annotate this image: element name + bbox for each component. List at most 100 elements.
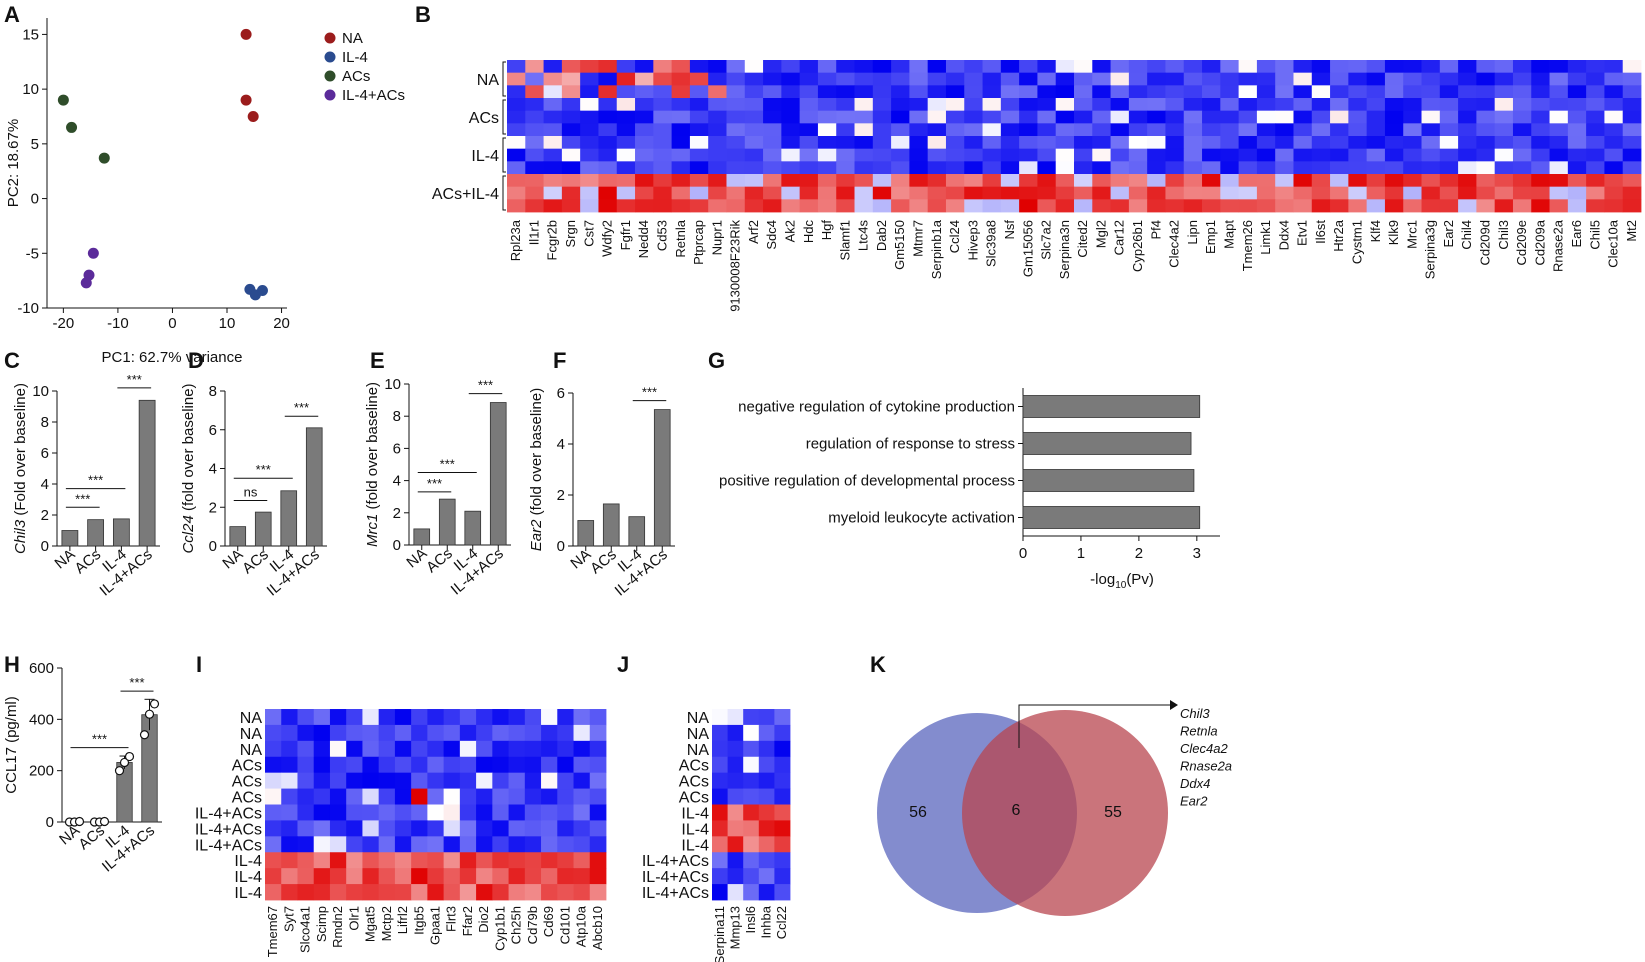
heatmap-cell [1439, 136, 1459, 150]
heatmap-cell [1549, 110, 1569, 124]
heatmap-cell [507, 110, 526, 124]
heatmap-cell [580, 148, 599, 162]
row-label: NA [687, 710, 710, 727]
heatmap-cell [1330, 123, 1349, 137]
gene-label: Atp10a [574, 905, 589, 947]
heatmap-cell [1531, 60, 1550, 74]
heatmap-cell [799, 199, 819, 213]
gene-label: Nupr1 [709, 220, 724, 255]
y-axis-unit: (fold over baseline) [528, 388, 545, 520]
heatmap-cell [927, 123, 947, 137]
heatmap-cell [964, 72, 983, 86]
heatmap-cell [1384, 85, 1404, 99]
y-tick-label: 6 [393, 440, 401, 457]
heatmap-cell [313, 884, 331, 901]
heatmap-cell [616, 186, 636, 200]
gene-label: Fgfr1 [618, 220, 633, 250]
y-tick-label: 8 [209, 383, 217, 400]
heatmap-cell [927, 148, 947, 162]
heatmap-cell [1055, 148, 1075, 162]
heatmap-cell [561, 148, 581, 162]
heatmap-cell [1238, 72, 1258, 86]
panel-label-h: H [4, 652, 20, 677]
heatmap-j-panel: NANANAACsACsACsIL-4IL-4IL-4IL-4+ACsIL-4+… [642, 709, 791, 962]
heatmap-cell [744, 148, 764, 162]
heatmap-cell [411, 852, 428, 869]
heatmap-cell [1439, 174, 1459, 188]
heatmap-cell [1549, 199, 1569, 213]
heatmap-cell [727, 724, 744, 742]
heatmap-cell [712, 724, 728, 742]
heatmap-cell [1165, 98, 1185, 112]
heatmap-cell [727, 852, 744, 869]
heatmap-cell [964, 60, 983, 74]
heatmap-cell [1092, 148, 1111, 162]
heatmap-cell [1037, 72, 1057, 86]
heatmap-cell [543, 148, 563, 162]
heatmap-cell [580, 136, 599, 150]
y-tick-label: 4 [209, 461, 217, 478]
heatmap-cell [836, 148, 855, 162]
heatmap-cell [982, 174, 1002, 188]
heatmap-cell [743, 884, 760, 901]
gene-label: Cd209e [1514, 220, 1529, 266]
row-label: IL-4 [234, 853, 262, 870]
heatmap-cell [329, 836, 347, 853]
y-axis-gene: Ear2 [528, 519, 545, 551]
heatmap-cell [1019, 60, 1038, 74]
panel-label-c: C [4, 348, 20, 373]
heatmap-cell [1019, 161, 1038, 175]
heatmap-cell [1330, 148, 1349, 162]
heatmap-cell [872, 110, 892, 124]
heatmap-cell [281, 709, 298, 726]
gene-label: Mrc1 [1404, 220, 1419, 249]
heatmap-cell [1586, 98, 1605, 112]
heatmap-cell [1147, 123, 1166, 137]
heatmap-cell [743, 772, 760, 789]
heatmap-cell [1128, 72, 1148, 86]
heatmap-cell [507, 199, 526, 213]
overlap-gene-label: Ddx4 [1180, 776, 1210, 791]
significance-label: *** [75, 491, 90, 506]
heatmap-cell [1311, 123, 1331, 137]
row-label: NA [240, 742, 263, 759]
heatmap-cell [1238, 199, 1258, 213]
heatmap-cell [541, 804, 558, 821]
heatmap-cell [508, 740, 526, 758]
heatmap-cell [743, 709, 760, 726]
heatmap-cell [378, 852, 396, 869]
venn-callout-arrow [1170, 700, 1178, 710]
heatmap-cell [635, 199, 654, 213]
overlap-gene-label: Rnase2a [1180, 759, 1232, 774]
significance-label: *** [129, 675, 144, 690]
heatmap-cell [1000, 98, 1020, 112]
heatmap-cell [1494, 123, 1514, 137]
y-tick-label: 2 [557, 487, 565, 504]
heatmap-cell [1055, 161, 1075, 175]
heatmap-cell [394, 740, 412, 758]
gene-label: Klk9 [1386, 220, 1401, 245]
y-axis-title: Chil3 (Fold over baseline) [12, 383, 29, 554]
heatmap-cell [817, 60, 837, 74]
y-axis-unit: (Fold over baseline) [12, 383, 29, 520]
gene-label: Cyp26b1 [1130, 220, 1145, 272]
heatmap-cell [653, 85, 673, 99]
x-tick-label: IL-4+ACs [448, 545, 507, 598]
heatmap-cell [964, 123, 983, 137]
heatmap-cell [1439, 85, 1459, 99]
heatmap-cell [712, 756, 728, 774]
panel-label-a: A [4, 2, 20, 27]
heatmap-cell [758, 804, 775, 821]
heatmap-cell [1403, 148, 1422, 162]
heatmap-cell [1275, 136, 1294, 150]
heatmap-cell [635, 123, 654, 137]
y-tick-label: 5 [31, 136, 39, 153]
heatmap-cell [1055, 85, 1075, 99]
heatmap-cell [872, 186, 892, 200]
x-tick-label: IL-4+ACs [264, 546, 323, 599]
go-term-label: myeloid leukocyte activation [828, 510, 1015, 527]
heatmap-cell [1074, 148, 1093, 162]
heatmap-cell [726, 136, 746, 150]
heatmap-cell [1019, 199, 1038, 213]
